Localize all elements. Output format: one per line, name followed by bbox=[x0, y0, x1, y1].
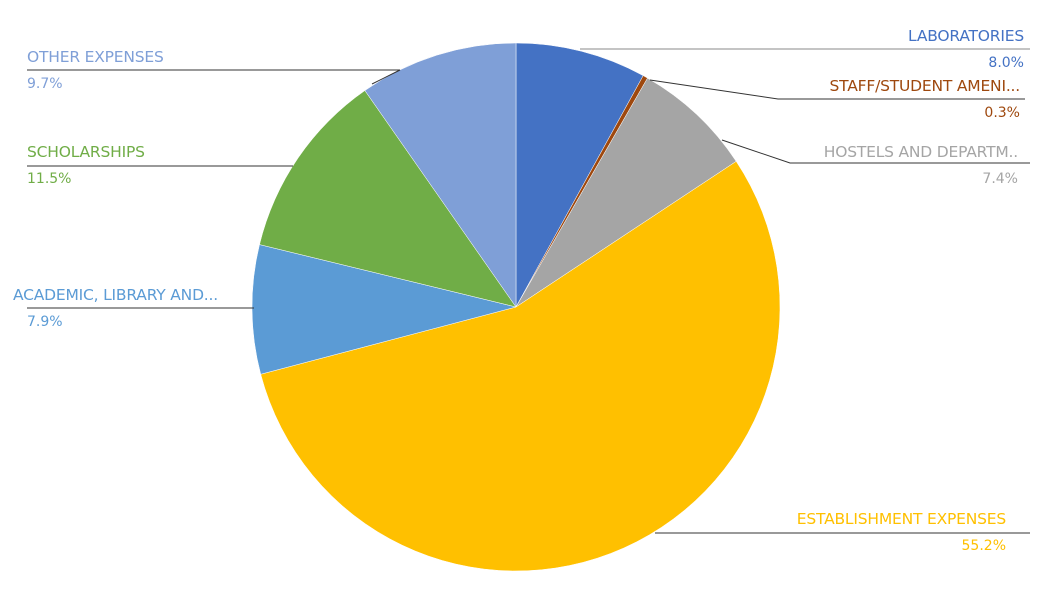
data-label-percent: 7.9% bbox=[27, 314, 63, 330]
pie-slice-other-expenses bbox=[364, 42, 517, 308]
leader-line bbox=[721, 139, 1030, 164]
data-label-percent: 55.2% bbox=[961, 538, 1006, 554]
data-label-percent: 7.4% bbox=[982, 171, 1018, 187]
data-label-name: SCHOLARSHIPS bbox=[27, 143, 145, 161]
data-label-percent: 8.0% bbox=[988, 55, 1024, 71]
pie-slice-establishment-expenses bbox=[260, 161, 781, 572]
data-label-percent: 0.3% bbox=[984, 105, 1020, 121]
data-label-name: HOSTELS AND DEPARTM.. bbox=[823, 143, 1018, 161]
data-label-name: STAFF/STUDENT AMENI... bbox=[829, 77, 1021, 95]
data-label-name: ESTABLISHMENT EXPENSES bbox=[796, 510, 1006, 528]
data-label-name: ACADEMIC, LIBRARY AND... bbox=[13, 286, 218, 304]
data-label-name: LABORATORIES bbox=[908, 27, 1024, 45]
pie-slice-academic-library-and bbox=[251, 244, 517, 375]
data-label-percent: 11.5% bbox=[27, 171, 72, 187]
data-label-percent: 9.7% bbox=[27, 76, 63, 92]
pie-slice-scholarships bbox=[259, 90, 517, 308]
pie-slice-laboratories bbox=[515, 42, 644, 308]
leader-line bbox=[27, 69, 401, 85]
data-label-name: OTHER EXPENSES bbox=[27, 48, 164, 66]
leader-line bbox=[649, 79, 1025, 100]
